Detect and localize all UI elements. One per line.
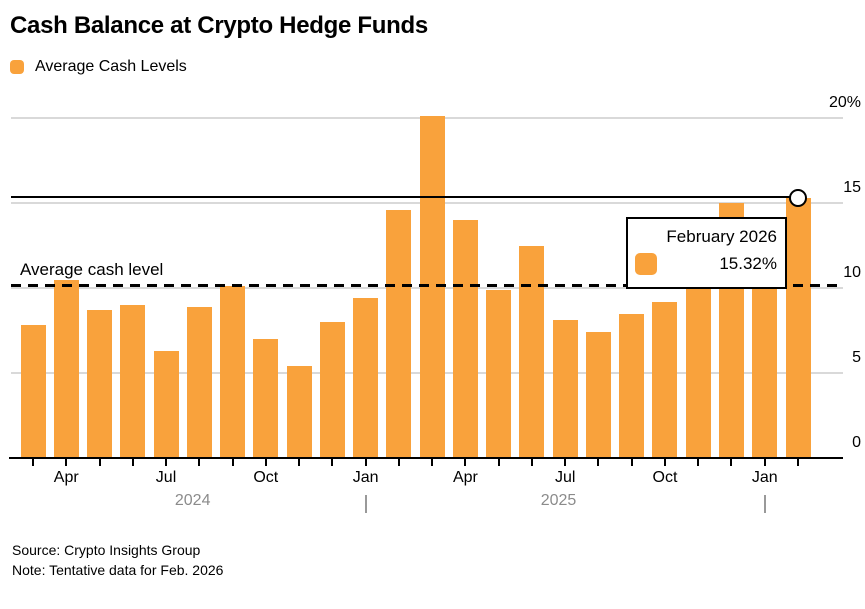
x-axis-tick <box>530 459 533 466</box>
x-axis-tick <box>797 459 799 466</box>
year-label-2024: 2024 <box>174 492 211 509</box>
bar-may-2025[interactable] <box>486 289 512 458</box>
legend-swatch-icon <box>10 60 24 74</box>
bar-feb-2026[interactable] <box>785 197 811 458</box>
legend-label: Average Cash Levels <box>35 58 187 75</box>
bar-sep-2025[interactable] <box>619 313 645 458</box>
x-axis-label-jan-22: Jan <box>751 469 778 486</box>
x-axis-label-jul-16: Jul <box>554 469 576 486</box>
bar-aug-2024[interactable] <box>186 306 212 458</box>
bar-oct-2024[interactable] <box>253 339 279 458</box>
average-cash-level-label: Average cash level <box>20 260 164 279</box>
chart-title: Cash Balance at Crypto Hedge Funds <box>10 12 428 39</box>
x-axis-tick <box>264 459 267 466</box>
source-text: Source: Crypto Insights Group <box>12 542 201 558</box>
bar-jan-2025[interactable] <box>353 298 379 458</box>
x-axis-tick <box>663 459 666 466</box>
bar-apr-2025[interactable] <box>452 220 478 458</box>
x-axis-tick <box>131 459 134 466</box>
bar-oct-2025[interactable] <box>652 301 678 458</box>
legend: Average Cash Levels <box>10 58 187 76</box>
tooltip-value: 15.32% <box>719 254 777 273</box>
x-axis-tick <box>364 459 367 466</box>
x-axis-tick <box>331 459 334 466</box>
y-axis-label-10: 10 <box>843 264 861 281</box>
bar-sep-2024[interactable] <box>220 286 246 458</box>
y-axis-label-20%: 20% <box>828 94 861 111</box>
bar-jul-2024[interactable] <box>153 350 179 458</box>
x-axis-tick <box>763 459 766 466</box>
bar-mar-2025[interactable] <box>419 116 445 458</box>
bar-jun-2025[interactable] <box>519 245 545 458</box>
bar-apr-2024[interactable] <box>53 279 79 458</box>
x-axis-tick <box>730 459 733 466</box>
x-axis-label-jul-4: Jul <box>155 469 177 486</box>
x-axis-label-apr-1: Apr <box>53 469 79 486</box>
x-axis-tick <box>431 459 434 466</box>
x-axis-tick <box>298 459 301 466</box>
bar-may-2024[interactable] <box>87 310 113 458</box>
highlight-point-marker-icon <box>789 188 807 207</box>
y-axis-label-0: 0 <box>852 434 861 451</box>
latest-value-reference-line <box>11 196 790 199</box>
bar-dec-2024[interactable] <box>319 322 345 458</box>
x-axis-tick <box>32 459 34 466</box>
x-axis-tick <box>697 459 700 466</box>
bar-feb-2025[interactable] <box>386 209 412 458</box>
bar-nov-2024[interactable] <box>286 366 312 458</box>
x-axis-label-oct-19: Oct <box>652 469 678 486</box>
x-axis-tick <box>464 459 467 466</box>
x-axis-tick <box>497 459 500 466</box>
note-text: Note: Tentative data for Feb. 2026 <box>12 562 224 578</box>
x-axis-tick <box>98 459 101 466</box>
bar-mar-2024[interactable] <box>20 325 46 458</box>
x-axis-tick <box>165 459 168 466</box>
tooltip-series-swatch-icon <box>635 253 657 275</box>
year-label-2025: 2025 <box>540 492 577 509</box>
bar-jun-2024[interactable] <box>120 305 146 458</box>
x-axis-tick <box>198 459 201 466</box>
x-axis-tick <box>597 459 600 466</box>
y-axis-label-15: 15 <box>843 179 861 196</box>
footer: Source: Crypto Insights Group Note: Tent… <box>12 540 223 580</box>
tooltip-february-2026: February 2026 15.32% <box>626 217 787 289</box>
x-axis-label-jan-10: Jan <box>352 469 379 486</box>
x-axis-tick <box>397 459 400 466</box>
bar-aug-2025[interactable] <box>585 332 611 458</box>
x-axis-tick <box>630 459 633 466</box>
year-divider-tick <box>364 495 367 513</box>
x-axis-tick <box>231 459 234 466</box>
y-axis-label-5: 5 <box>852 349 861 366</box>
x-axis-tick <box>564 459 567 466</box>
x-axis-label-apr-13: Apr <box>452 469 478 486</box>
year-divider-tick <box>763 495 766 513</box>
average-cash-level-line <box>11 283 843 287</box>
x-axis-tick <box>65 459 68 466</box>
x-axis-label-oct-7: Oct <box>253 469 279 486</box>
tooltip-title: February 2026 <box>666 227 777 246</box>
x-axis-line <box>9 457 843 459</box>
bar-jul-2025[interactable] <box>552 320 578 458</box>
